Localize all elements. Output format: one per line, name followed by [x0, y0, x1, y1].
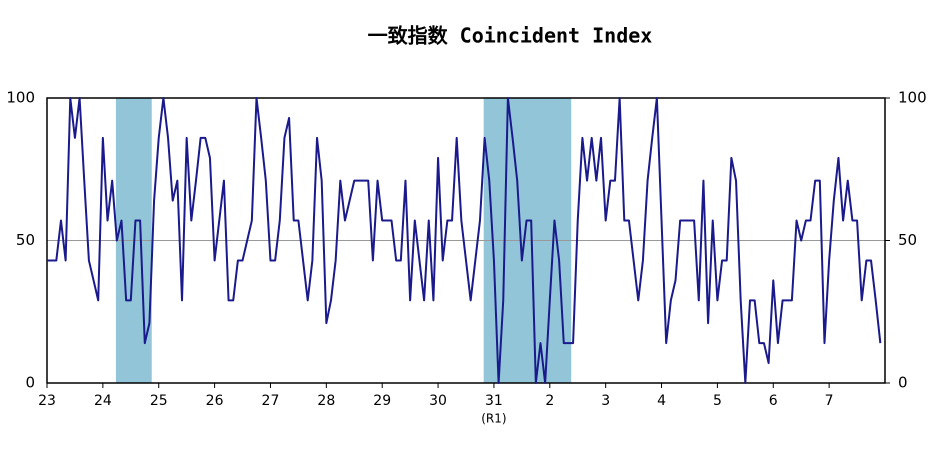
- y2-tick-label: 100: [898, 89, 927, 107]
- x-tick-label: 4: [657, 393, 666, 409]
- x-tick-label: 7: [825, 393, 834, 409]
- x-tick-label: 2: [545, 393, 554, 409]
- x-tick-label: 27: [262, 393, 280, 409]
- index-line: [47, 97, 882, 384]
- x-tick-label: 3: [601, 393, 610, 409]
- y-tick-label: 100: [6, 89, 35, 107]
- x-tick-label: 23: [38, 393, 56, 409]
- y-tick-label: 50: [16, 231, 35, 249]
- x-tick-label: 6: [769, 393, 778, 409]
- y2-tick-label: 0: [898, 374, 908, 392]
- era-annotation: (R1): [481, 412, 506, 426]
- x-tick-label: 26: [206, 393, 224, 409]
- plot-frame: [46, 97, 886, 384]
- y-tick-label: 0: [25, 374, 35, 392]
- y2-tick-label: 50: [898, 231, 917, 249]
- chart-title: 一致指数 Coincident Index: [368, 24, 653, 48]
- x-tick-label: 31: [485, 393, 503, 409]
- x-tick-label: 24: [94, 393, 112, 409]
- x-tick-label: 30: [429, 393, 447, 409]
- x-tick-label: 5: [713, 393, 722, 409]
- x-tick-label: 28: [317, 393, 335, 409]
- x-tick-label: 29: [373, 393, 391, 409]
- x-tick-label: 25: [150, 393, 168, 409]
